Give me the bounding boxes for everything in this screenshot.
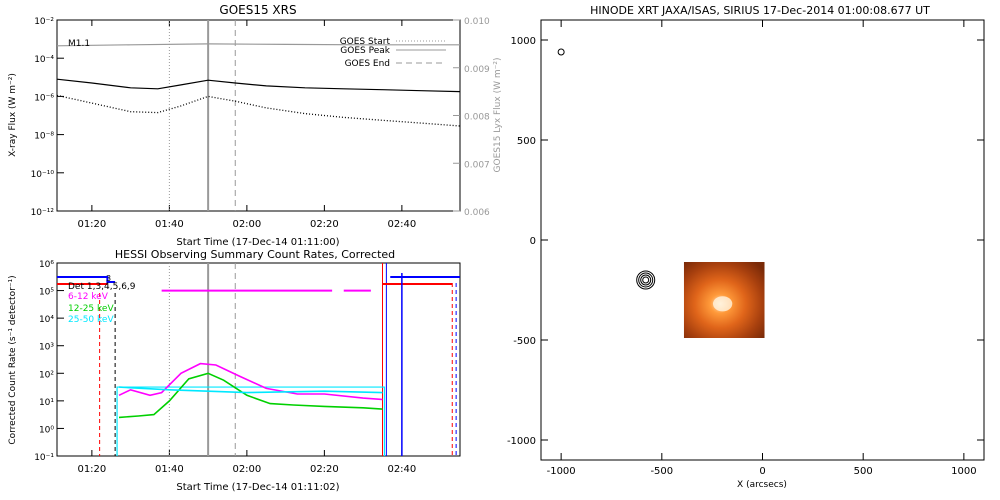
goes-x-tick-label: 01:20 — [77, 219, 106, 230]
goes-legend-label: GOES End — [345, 59, 390, 69]
hessi-y-tick-label: 10³ — [39, 343, 54, 353]
hessi-legend-6-12: 6-12 keV — [68, 292, 109, 302]
hessi-frame — [56, 262, 461, 457]
hessi-xlabel: Start Time (17-Dec-14 01:11:02) — [176, 482, 339, 493]
goes-y-right-tick-label: 0.008 — [464, 113, 490, 123]
xrt-x-tick-label: 500 — [854, 466, 873, 477]
goes-y-right-tick-label: 0.010 — [464, 17, 490, 27]
hessi-legend-det: Det 1,3,4,5,6,9 — [68, 282, 136, 292]
goes-x-tick-label: 02:00 — [232, 219, 261, 230]
xrt-bright-core — [712, 296, 733, 312]
hessi-y-tick-label: 10⁻¹ — [34, 453, 54, 463]
hessi-plot-area: 01:20 01:40 02:00 02:20 02:40 10⁶ 10⁵ 10⁴ 10³ 10²… — [34, 260, 461, 475]
goes-y-right-tick-label: 0.009 — [464, 65, 490, 75]
hessi-x-tick-label: 02:20 — [310, 464, 339, 475]
hessi-x-tick-label: 01:20 — [77, 464, 106, 475]
goes-xlabel: Start Time (17-Dec-14 01:11:00) — [176, 237, 339, 248]
goes-legend: GOES Start GOES Peak GOES End — [340, 37, 446, 69]
goes-x-tick-label: 01:40 — [155, 219, 184, 230]
hessi-flag-bar — [57, 276, 116, 283]
xrt-contour — [638, 272, 654, 288]
hessi-legend-12-25: 12-25 keV — [68, 304, 114, 314]
goes-y-tick-label: 10⁻⁴ — [34, 55, 54, 65]
xrt-title: HINODE XRT JAXA/ISAS, SIRIUS 17-Dec-2014… — [590, 4, 930, 17]
hessi-y-tick-label: 10² — [39, 370, 54, 380]
goes-title: GOES15 XRS — [219, 3, 296, 17]
hessi-ylabel: Corrected Count Rate (s⁻¹ detector⁻¹) — [8, 275, 18, 444]
hessi-y-tick-label: 10⁰ — [39, 425, 54, 435]
hessi-series-line — [118, 362, 383, 401]
goes-x-tick-label: 02:20 — [310, 219, 339, 230]
hessi-y-tick-label: 10⁶ — [39, 260, 54, 270]
goes-ylabel-right: GOES15 Lyx Flux (W m⁻²) — [493, 58, 503, 173]
goes-frame — [56, 19, 461, 212]
goes-ylabel: X-ray Flux (W m⁻²) — [8, 73, 18, 157]
hessi-y-tick-label: 10⁵ — [39, 288, 54, 298]
xrt-y-tick-label: 500 — [517, 136, 536, 147]
xrt-y-tick-label: 1000 — [511, 36, 536, 47]
goes-y-tick-label: 10⁻² — [34, 17, 54, 27]
goes-legend-label: GOES Peak — [340, 46, 390, 56]
hessi-legend: Det 1,3,4,5,6,9 6-12 keV 12-25 keV 25-50… — [68, 274, 136, 325]
goes-series-line — [56, 78, 461, 93]
goes-annotation: M1.1 — [68, 39, 90, 49]
hessi-x-tick-label: 02:00 — [232, 464, 261, 475]
xrt-frame — [540, 19, 985, 461]
xrt-y-tick-label: -500 — [513, 336, 536, 347]
goes-x-tick-label: 02:40 — [387, 219, 416, 230]
hessi-legend-25-50: 25-50 keV — [68, 315, 114, 325]
goes-panel: GOES15 XRS Start Time (17-Dec-14 01:11:0… — [8, 3, 503, 248]
hessi-y-tick-label: 10¹ — [39, 398, 54, 408]
goes-plot-area: 01:20 01:40 02:00 02:20 02:40 10⁻² 10⁻⁴ 10⁻⁶ 10⁻… — [31, 17, 490, 230]
hessi-x-tick-label: 01:40 — [155, 464, 184, 475]
xrt-plot-area: -1000 -500 0 500 1000 1000 500 0 -500 -1000 — [507, 19, 985, 477]
goes-series-line — [56, 43, 460, 47]
xrt-contour — [557, 48, 565, 56]
hessi-x-tick-label: 02:40 — [387, 464, 416, 475]
hessi-series-line — [118, 372, 383, 419]
hessi-title: HESSI Observing Summary Count Rates, Cor… — [115, 248, 395, 261]
hessi-series-line — [118, 386, 383, 394]
goes-series-line — [56, 94, 461, 127]
goes-y-tick-label: 10⁻⁸ — [34, 132, 54, 142]
xrt-x-tick-label: 0 — [759, 466, 765, 477]
xrt-x-tick-label: -500 — [650, 466, 673, 477]
xrt-x-tick-label: -1000 — [547, 466, 576, 477]
goes-y-tick-label: 10⁻¹⁰ — [31, 170, 55, 180]
goes-y-tick-label: 10⁻⁶ — [34, 93, 54, 103]
hessi-y-tick-label: 10⁴ — [39, 315, 54, 325]
goes-legend-label: GOES Start — [340, 37, 391, 47]
xrt-contour — [636, 270, 656, 290]
hessi-panel: HESSI Observing Summary Count Rates, Cor… — [8, 248, 461, 493]
xrt-contour — [642, 276, 650, 284]
xrt-y-tick-label: -1000 — [507, 436, 536, 447]
xrt-panel: HINODE XRT JAXA/ISAS, SIRIUS 17-Dec-2014… — [507, 4, 985, 490]
goes-y-right-tick-label: 0.007 — [464, 160, 490, 170]
xrt-y-tick-label: 0 — [530, 236, 536, 247]
xrt-x-tick-label: 1000 — [951, 466, 976, 477]
xrt-contour — [640, 274, 652, 286]
goes-y-tick-label: 10⁻¹² — [31, 208, 55, 218]
hessi-interval-box — [116, 386, 386, 456]
goes-y-right-tick-label: 0.006 — [464, 208, 490, 218]
attenuator-label: 3 — [106, 274, 111, 283]
xrt-xlabel: X (arcsecs) — [737, 480, 787, 490]
